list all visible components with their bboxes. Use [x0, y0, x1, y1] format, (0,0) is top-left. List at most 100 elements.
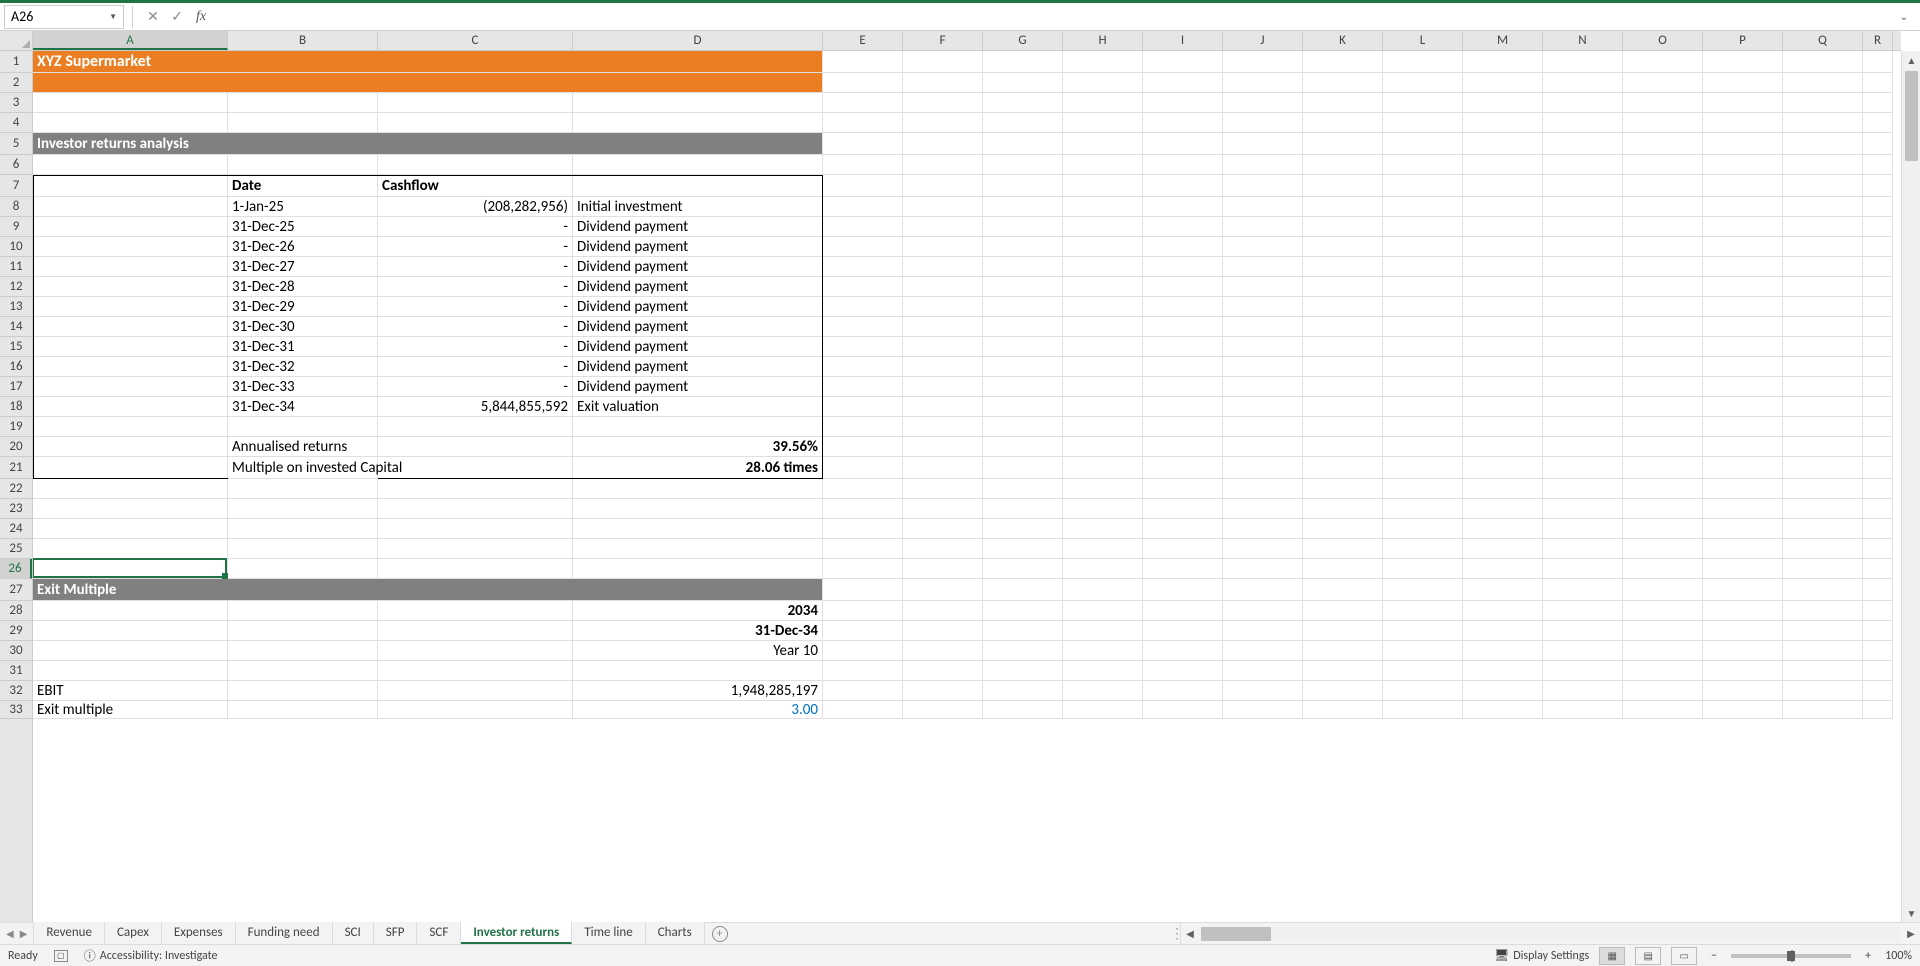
cell-R31[interactable]: [1863, 661, 1893, 681]
cell-E16[interactable]: [823, 357, 903, 377]
cell-J7[interactable]: [1223, 175, 1303, 197]
cell-F21[interactable]: [903, 457, 983, 479]
cell-G2[interactable]: [983, 73, 1063, 93]
scroll-up-icon[interactable]: ▲: [1902, 51, 1920, 69]
cell-A33[interactable]: Exit multiple: [33, 701, 228, 719]
cell-I11[interactable]: [1143, 257, 1223, 277]
cell-H20[interactable]: [1063, 437, 1143, 457]
cell-E28[interactable]: [823, 601, 903, 621]
cell-Q29[interactable]: [1783, 621, 1863, 641]
row-header-23[interactable]: 23: [0, 499, 32, 519]
cell-O23[interactable]: [1623, 499, 1703, 519]
cell-G1[interactable]: [983, 51, 1063, 73]
sheet-tab-sci[interactable]: SCI: [333, 922, 374, 944]
cell-D30[interactable]: Year 10: [573, 641, 823, 661]
cell-E8[interactable]: [823, 197, 903, 217]
cell-M7[interactable]: [1463, 175, 1543, 197]
cell-J8[interactable]: [1223, 197, 1303, 217]
cell-G17[interactable]: [983, 377, 1063, 397]
cell-N17[interactable]: [1543, 377, 1623, 397]
cell-B18[interactable]: 31-Dec-34: [228, 397, 378, 417]
cell-D4[interactable]: [573, 113, 823, 133]
cell-Q24[interactable]: [1783, 519, 1863, 539]
cell-N28[interactable]: [1543, 601, 1623, 621]
cell-L12[interactable]: [1383, 277, 1463, 297]
cell-C24[interactable]: [378, 519, 573, 539]
cell-L18[interactable]: [1383, 397, 1463, 417]
cell-M20[interactable]: [1463, 437, 1543, 457]
cell-O2[interactable]: [1623, 73, 1703, 93]
cell-O16[interactable]: [1623, 357, 1703, 377]
cell-R32[interactable]: [1863, 681, 1893, 701]
cell-O30[interactable]: [1623, 641, 1703, 661]
cell-J10[interactable]: [1223, 237, 1303, 257]
cell-I2[interactable]: [1143, 73, 1223, 93]
cell-G16[interactable]: [983, 357, 1063, 377]
page-layout-view-button[interactable]: ▤: [1635, 947, 1661, 965]
cell-A13[interactable]: [33, 297, 228, 317]
cell-O25[interactable]: [1623, 539, 1703, 559]
cell-F12[interactable]: [903, 277, 983, 297]
cell-F1[interactable]: [903, 51, 983, 73]
cell-G26[interactable]: [983, 559, 1063, 579]
cell-D9[interactable]: Dividend payment: [573, 217, 823, 237]
cell-H4[interactable]: [1063, 113, 1143, 133]
cell-K31[interactable]: [1303, 661, 1383, 681]
hscroll-thumb[interactable]: [1201, 927, 1271, 941]
cell-L6[interactable]: [1383, 155, 1463, 175]
cell-H23[interactable]: [1063, 499, 1143, 519]
scroll-left-icon[interactable]: ◀: [1181, 923, 1199, 944]
column-header-J[interactable]: J: [1223, 31, 1303, 50]
cell-Q2[interactable]: [1783, 73, 1863, 93]
cell-R29[interactable]: [1863, 621, 1893, 641]
cell-E12[interactable]: [823, 277, 903, 297]
cell-F31[interactable]: [903, 661, 983, 681]
cell-B31[interactable]: [228, 661, 378, 681]
cell-I32[interactable]: [1143, 681, 1223, 701]
cell-H10[interactable]: [1063, 237, 1143, 257]
cell-R14[interactable]: [1863, 317, 1893, 337]
cell-A27[interactable]: Exit Multiple: [33, 579, 228, 601]
cell-D13[interactable]: Dividend payment: [573, 297, 823, 317]
cell-F8[interactable]: [903, 197, 983, 217]
cell-R13[interactable]: [1863, 297, 1893, 317]
cell-O31[interactable]: [1623, 661, 1703, 681]
cell-J6[interactable]: [1223, 155, 1303, 175]
cell-A3[interactable]: [33, 93, 228, 113]
cell-L14[interactable]: [1383, 317, 1463, 337]
cell-M10[interactable]: [1463, 237, 1543, 257]
cell-Q18[interactable]: [1783, 397, 1863, 417]
cell-B3[interactable]: [228, 93, 378, 113]
cell-I23[interactable]: [1143, 499, 1223, 519]
cell-I4[interactable]: [1143, 113, 1223, 133]
cell-E25[interactable]: [823, 539, 903, 559]
cell-M26[interactable]: [1463, 559, 1543, 579]
cell-F22[interactable]: [903, 479, 983, 499]
row-header-6[interactable]: 6: [0, 155, 32, 175]
cell-M25[interactable]: [1463, 539, 1543, 559]
cell-H21[interactable]: [1063, 457, 1143, 479]
cell-I12[interactable]: [1143, 277, 1223, 297]
cell-Q4[interactable]: [1783, 113, 1863, 133]
cell-C15[interactable]: -: [378, 337, 573, 357]
cell-Q21[interactable]: [1783, 457, 1863, 479]
cell-Q27[interactable]: [1783, 579, 1863, 601]
cell-F27[interactable]: [903, 579, 983, 601]
cell-E24[interactable]: [823, 519, 903, 539]
cell-C17[interactable]: -: [378, 377, 573, 397]
cell-F23[interactable]: [903, 499, 983, 519]
cell-P11[interactable]: [1703, 257, 1783, 277]
cell-G15[interactable]: [983, 337, 1063, 357]
cell-I21[interactable]: [1143, 457, 1223, 479]
cell-R3[interactable]: [1863, 93, 1893, 113]
display-settings-button[interactable]: 🖥 Display Settings: [1494, 948, 1589, 963]
cell-D10[interactable]: Dividend payment: [573, 237, 823, 257]
cell-A18[interactable]: [33, 397, 228, 417]
cell-H19[interactable]: [1063, 417, 1143, 437]
cell-R23[interactable]: [1863, 499, 1893, 519]
row-header-32[interactable]: 32: [0, 681, 32, 701]
cell-I6[interactable]: [1143, 155, 1223, 175]
cell-L3[interactable]: [1383, 93, 1463, 113]
cell-L27[interactable]: [1383, 579, 1463, 601]
cell-Q10[interactable]: [1783, 237, 1863, 257]
